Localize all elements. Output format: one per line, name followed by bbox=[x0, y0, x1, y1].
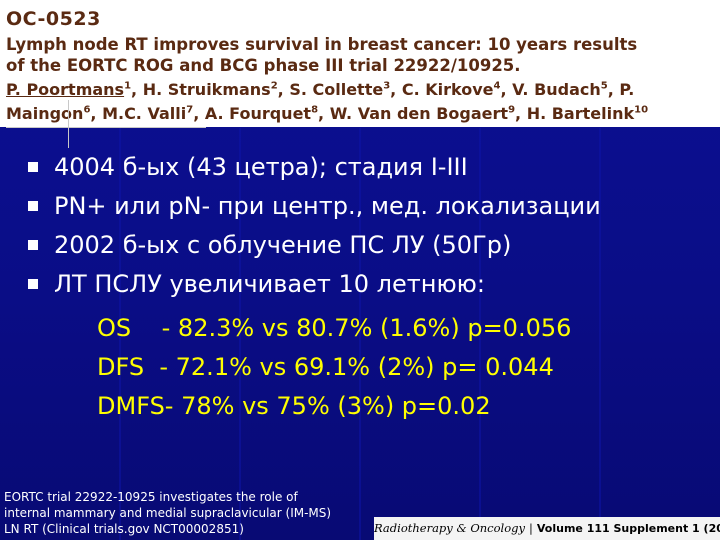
author-9: W. Van den Bogaert9, bbox=[329, 103, 527, 123]
trial-note-line: LN RT (Clinical trials.gov NCT00002851) bbox=[4, 522, 244, 536]
bullet-text: 2002 б-ых с облучение ПС ЛУ (50Гр) bbox=[54, 231, 512, 259]
dmfs-stat: DMFS- 78% vs 75% (3%) p=0.02 bbox=[97, 392, 491, 420]
author-7: M.C. Valli7, bbox=[102, 103, 205, 123]
journal-banner: Radiotherapy & Oncology | Volume 111 Suppl… bbox=[374, 517, 720, 540]
trial-note: EORTC trial 22922-10925 investigates the… bbox=[4, 489, 349, 537]
abstract-header: OC-0523 Lymph node RT improves survival … bbox=[0, 0, 660, 127]
author-3: S. Collette3, bbox=[289, 80, 402, 100]
crosshair-vertical bbox=[68, 100, 69, 148]
header-margin bbox=[660, 0, 720, 127]
author-5: V. Budach5, bbox=[512, 80, 620, 100]
bullet-square-icon bbox=[28, 240, 38, 250]
author-list: P. Poortmans1, H. Struikmans2, S. Collet… bbox=[6, 77, 656, 124]
journal-volume: Volume 111 Supplement 1 (2014) bbox=[536, 522, 720, 535]
dfs-stat: DFS - 72.1% vs 69.1% (2%) p= 0.044 bbox=[97, 353, 554, 381]
bullet-square-icon bbox=[28, 279, 38, 289]
trial-note-line: EORTC trial 22922-10925 investigates the… bbox=[4, 490, 298, 504]
bullet-square-icon bbox=[28, 162, 38, 172]
bullet-square-icon bbox=[28, 201, 38, 211]
bullet-text: ЛТ ПСЛУ увеличивает 10 летнюю: bbox=[54, 270, 485, 298]
author-8: A. Fourquet8, bbox=[204, 103, 330, 123]
author-4: C. Kirkove4, bbox=[401, 80, 513, 100]
journal-name: Radiotherapy & Oncology bbox=[374, 521, 525, 535]
author-6: P. Maingon6, bbox=[6, 80, 635, 123]
trial-note-line: internal mammary and medial supraclavicu… bbox=[4, 506, 332, 520]
author-2: H. Struikmans2, bbox=[142, 80, 290, 100]
crosshair-horizontal bbox=[6, 127, 206, 128]
bullet-text: 4004 б-ых (43 цетра); стадия I-III bbox=[54, 153, 468, 181]
abstract-title: Lymph node RT improves survival in breas… bbox=[6, 35, 638, 75]
os-stat: OS - 82.3% vs 80.7% (1.6%) p=0.056 bbox=[97, 314, 572, 342]
author-10: H. Bartelink10 bbox=[526, 103, 649, 123]
journal-separator: | bbox=[529, 521, 533, 535]
author-1: P. Poortmans1, bbox=[6, 80, 143, 100]
bullet-text: PN+ или pN- при центр., мед. локализации bbox=[54, 192, 601, 220]
abstract-code: OC-0523 bbox=[6, 8, 101, 30]
